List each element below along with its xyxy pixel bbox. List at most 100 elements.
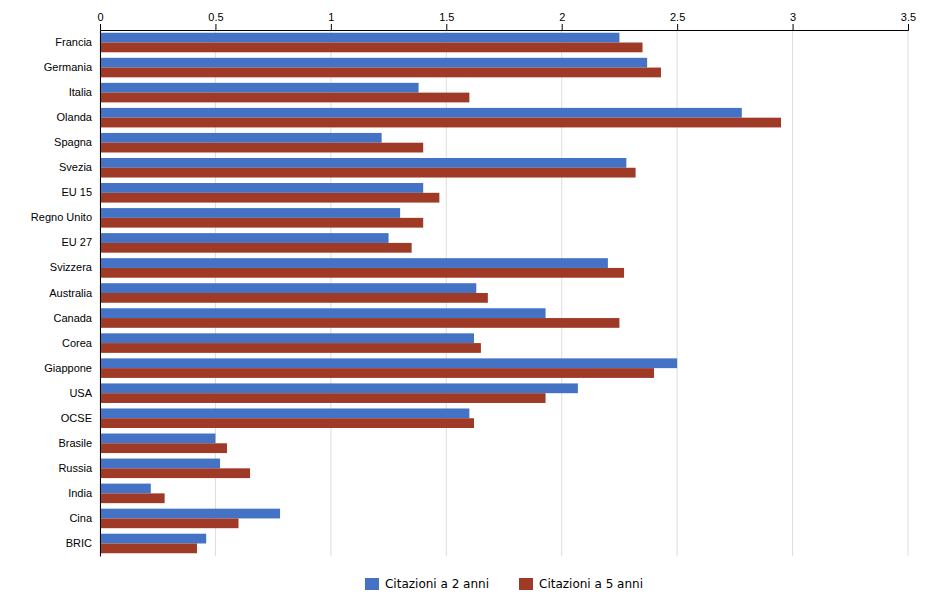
bar — [100, 443, 227, 453]
bar — [100, 434, 215, 444]
tick-label: 3.5 — [901, 11, 916, 23]
tick-mark — [446, 24, 447, 30]
bar — [100, 333, 474, 343]
bar — [100, 408, 469, 418]
tick: 1 — [328, 11, 334, 30]
tick-label: Italia — [69, 86, 93, 98]
tick-mark — [562, 24, 563, 30]
tick: 2.5 — [670, 11, 685, 30]
tick: Svezia — [59, 161, 93, 173]
tick-label: 0 — [97, 11, 103, 23]
legend-swatch — [519, 578, 533, 590]
tick-label: Australia — [49, 287, 93, 299]
bar — [100, 543, 197, 553]
bar — [100, 118, 781, 128]
tick-label: 2 — [559, 11, 565, 23]
tick: EU 15 — [61, 186, 92, 198]
bar — [100, 193, 439, 203]
tick: Regno Unito — [31, 211, 92, 223]
bar — [100, 158, 626, 168]
tick-label: USA — [69, 387, 92, 399]
tick: EU 27 — [61, 236, 92, 248]
tick: USA — [69, 387, 92, 399]
tick: Germania — [44, 61, 93, 73]
bar — [100, 68, 661, 78]
bar — [100, 168, 636, 178]
bar — [100, 518, 239, 528]
legend-item: Citazioni a 2 anni — [365, 577, 489, 591]
bar — [100, 358, 677, 368]
bar — [100, 484, 151, 494]
bar — [100, 33, 619, 43]
tick-label: OCSE — [61, 412, 92, 424]
legend-swatch — [365, 578, 379, 590]
tick-label: 0.5 — [208, 11, 223, 23]
bar — [100, 143, 423, 153]
tick: Giappone — [44, 362, 92, 374]
bar — [100, 393, 546, 403]
bar — [100, 418, 474, 428]
tick-mark — [908, 24, 909, 30]
bar — [100, 534, 206, 544]
tick: India — [68, 487, 93, 499]
bar — [100, 133, 382, 143]
tick: Canada — [53, 312, 92, 324]
bar — [100, 108, 742, 118]
tick: Corea — [62, 337, 93, 349]
legend-label: Citazioni a 5 anni — [539, 577, 643, 591]
tick-label: Olanda — [57, 111, 93, 123]
bar — [100, 368, 654, 378]
bar — [100, 43, 643, 53]
bar — [100, 493, 165, 503]
chart: 00.511.522.533.5FranciaGermaniaItaliaOla… — [0, 0, 938, 604]
bar — [100, 208, 400, 218]
tick: 2 — [559, 11, 565, 30]
bar — [100, 258, 608, 268]
axis-domain — [100, 31, 101, 557]
bar — [100, 233, 389, 243]
tick: BRIC — [66, 537, 92, 549]
bar — [100, 468, 250, 478]
tick-label: Corea — [62, 337, 93, 349]
bar-series — [100, 43, 781, 554]
tick-label: Svezia — [59, 161, 93, 173]
tick-label: 2.5 — [670, 11, 685, 23]
tick-label: Germania — [44, 61, 93, 73]
grid-line — [100, 30, 101, 556]
tick-label: Svizzera — [50, 261, 93, 273]
tick: 0.5 — [208, 11, 223, 30]
legend-item: Citazioni a 5 anni — [519, 577, 643, 591]
bar — [100, 509, 280, 519]
tick-label: 1 — [328, 11, 334, 23]
tick-mark — [793, 24, 794, 30]
bar — [100, 308, 546, 318]
bar — [100, 243, 412, 253]
tick: 0 — [97, 11, 103, 30]
legend: Citazioni a 2 anni Citazioni a 5 anni — [365, 577, 643, 591]
tick: Olanda — [57, 111, 93, 123]
bar — [100, 183, 423, 193]
bar — [100, 268, 624, 278]
axis-domain — [101, 24, 909, 31]
legend-label: Citazioni a 2 anni — [385, 577, 489, 591]
tick-label: India — [68, 487, 93, 499]
tick: Russia — [58, 462, 93, 474]
bar — [100, 93, 469, 103]
tick-label: Brasile — [58, 437, 92, 449]
bar — [100, 318, 619, 328]
bars — [100, 33, 781, 553]
grid-line — [908, 30, 909, 556]
tick-mark — [100, 24, 101, 30]
bar — [100, 83, 419, 93]
tick: Brasile — [58, 437, 92, 449]
tick: Australia — [49, 287, 93, 299]
tick-label: Spagna — [54, 136, 93, 148]
tick-label: 3 — [790, 11, 796, 23]
bar — [100, 459, 220, 469]
bar — [100, 58, 647, 68]
bar — [100, 383, 578, 393]
tick: Italia — [69, 86, 93, 98]
bar — [100, 343, 481, 353]
tick: 3 — [790, 11, 796, 30]
bar-series — [100, 33, 742, 544]
